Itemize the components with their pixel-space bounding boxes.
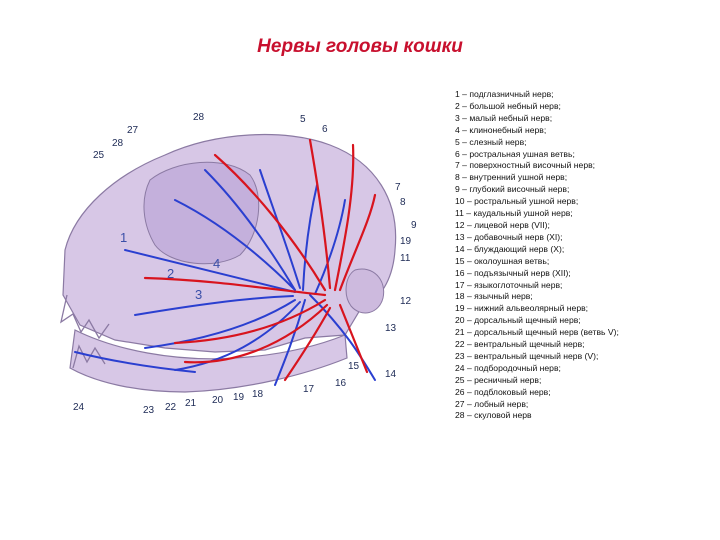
callout-label: 25 — [93, 150, 105, 161]
legend-item: 3 – малый небный нерв; — [455, 112, 553, 123]
callout-label: 9 — [411, 220, 417, 231]
legend-item: 21 – дорсальный щечный нерв (ветвь V); — [455, 327, 619, 338]
callout-label: 28 — [112, 138, 124, 149]
legend-item: 1 – подглазничный нерв; — [455, 89, 554, 99]
callout-label: 1 — [120, 230, 127, 245]
callout-label: 13 — [385, 323, 397, 334]
callout-label: 24 — [73, 402, 85, 413]
callout-label: 11 — [400, 253, 411, 264]
callout-label: 17 — [303, 384, 315, 395]
callout-label: 6 — [322, 124, 328, 135]
diagram-title: Нервы головы кошки — [257, 36, 463, 57]
legend-item: 11 – каудальный ушной нерв; — [455, 208, 573, 219]
legend-item: 8 – внутренний ушной нерв; — [455, 172, 568, 183]
legend-item: 14 – блуждающий нерв (X); — [455, 243, 565, 254]
callout-label: 23 — [143, 405, 155, 416]
callout-label: 15 — [348, 361, 360, 372]
legend-item: 12 – лицевой нерв (VII); — [455, 219, 550, 230]
callout-label: 28 — [193, 112, 205, 123]
callout-label: 19 — [400, 236, 412, 247]
skull-orbit — [143, 161, 260, 265]
legend-item: 25 – ресничный нерв; — [455, 374, 542, 385]
cat-skull-illustration: 28 5 6 27 28 25 7 8 9 19 11 1 2 4 3 12 1… — [60, 112, 417, 416]
legend-item: 24 – подбородочный нерв; — [455, 362, 561, 373]
callout-label: 7 — [395, 182, 401, 193]
callout-label: 8 — [400, 197, 406, 208]
callout-label: 5 — [300, 114, 306, 125]
callout-label: 21 — [185, 398, 197, 409]
legend-item: 9 – глубокий височный нерв; — [455, 184, 570, 195]
callout-label: 3 — [195, 287, 202, 302]
callout-label: 22 — [165, 402, 177, 413]
legend-item: 17 – языкоглоточный нерв; — [455, 279, 563, 290]
legend-item: 7 – поверхностный височный нерв; — [455, 160, 596, 171]
legend-item: 6 – ростральная ушная ветвь; — [455, 148, 575, 159]
callout-label: 19 — [233, 392, 245, 403]
callout-label: 20 — [212, 395, 224, 406]
legend-item: 2 – большой небный нерв; — [455, 100, 561, 111]
legend-item: 28 – скуловой нерв — [455, 410, 532, 421]
legend-item: 15 – околоушная ветвь; — [455, 255, 550, 266]
callout-label: 2 — [167, 266, 174, 281]
legend-item: 4 – клинонебный нерв; — [455, 124, 547, 135]
legend-list: 1 – подглазничный нерв; 2 – большой небны… — [455, 89, 619, 422]
skull-ear-bulla — [345, 268, 385, 314]
legend-item: 20 – дорсальный щечный нерв; — [455, 315, 581, 326]
legend-item: 22 – вентральный щечный нерв; — [455, 339, 585, 350]
legend-item: 26 – подблоковый нерв; — [455, 386, 551, 397]
legend-item: 10 – ростральный ушной нерв; — [455, 196, 579, 207]
legend-item: 19 – нижний альвеолярный нерв; — [455, 303, 589, 314]
legend-item: 27 – лобный нерв; — [455, 398, 529, 409]
callout-label: 14 — [385, 369, 397, 380]
red-nerves — [143, 138, 377, 382]
legend-item: 23 – вентральный щечный нерв (V); — [455, 350, 599, 361]
callout-labels: 28 5 6 27 28 25 7 8 9 19 11 1 2 4 3 12 1… — [73, 112, 417, 416]
callout-label: 12 — [400, 296, 412, 307]
legend-item: 18 – язычный нерв; — [455, 291, 533, 302]
legend-item: 16 – подъязычный нерв (XII); — [455, 267, 571, 278]
legend-item: 5 – слезный нерв; — [455, 136, 527, 147]
callout-label: 4 — [213, 256, 220, 271]
callout-label: 18 — [252, 389, 264, 400]
blue-nerves — [74, 169, 376, 386]
callout-label: 16 — [335, 378, 347, 389]
legend-item: 13 – добавочный нерв (XI); — [455, 231, 563, 242]
callout-label: 27 — [127, 125, 139, 136]
